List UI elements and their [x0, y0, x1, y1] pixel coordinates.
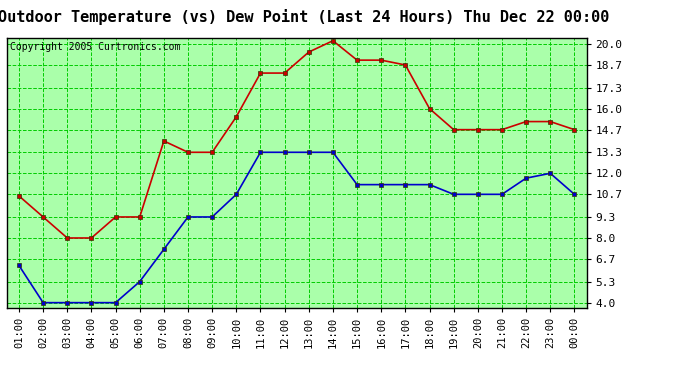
Text: Copyright 2005 Curtronics.com: Copyright 2005 Curtronics.com: [10, 42, 180, 51]
Text: Outdoor Temperature (vs) Dew Point (Last 24 Hours) Thu Dec 22 00:00: Outdoor Temperature (vs) Dew Point (Last…: [0, 9, 609, 26]
